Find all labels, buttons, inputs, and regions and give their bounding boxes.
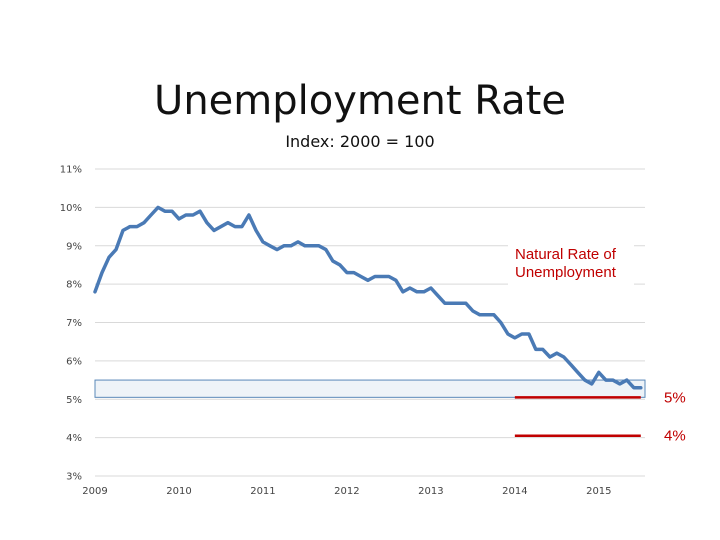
grid-lines [95,168,645,477]
x-tick-label-2011: 2011 [250,486,275,497]
series-line-0 [93,205,643,390]
annotation-group: Natural Rate of Unemployment [508,244,634,286]
reference-label-5%: 5% [664,389,686,406]
series-group [93,205,643,390]
reference-lines: 5% 4% [514,389,686,445]
y-tick-label-9%: 9% [66,241,82,252]
y-tick-label-4%: 4% [66,433,82,444]
y-tick-label-3%: 3% [66,472,82,483]
chart-subtitle: Index: 2000 = 100 [285,132,435,151]
y-tick-label-6%: 6% [66,356,82,367]
x-tick-label-2012: 2012 [334,486,359,497]
y-tick-label-7%: 7% [66,318,82,329]
y-tick-label-8%: 8% [66,280,82,291]
y-tick-label-10%: 10% [60,203,82,214]
y-tick-label-5%: 5% [66,395,82,406]
annotation-background [508,244,634,286]
x-tick-label-2013: 2013 [418,486,443,497]
x-axis-ticks: 2009 2010 2011 2012 2013 2014 2015 [82,486,611,497]
y-axis-ticks: 3% 4% 5% 6% 7% 8% 9% 10% 11% [60,165,82,483]
y-tick-label-11%: 11% [60,165,82,176]
natural-rate-band-rect [94,379,646,398]
x-tick-label-2015: 2015 [586,486,611,497]
x-tick-label-2009: 2009 [82,486,107,497]
reference-label-4%: 4% [664,428,686,445]
annotation-line-1: Natural Rate of [515,246,617,263]
annotation-line-2: Unemployment [515,264,617,281]
x-tick-label-2010: 2010 [166,486,191,497]
chart-title: Unemployment Rate [154,78,566,124]
natural-rate-band [94,379,646,398]
x-tick-label-2014: 2014 [502,486,527,497]
